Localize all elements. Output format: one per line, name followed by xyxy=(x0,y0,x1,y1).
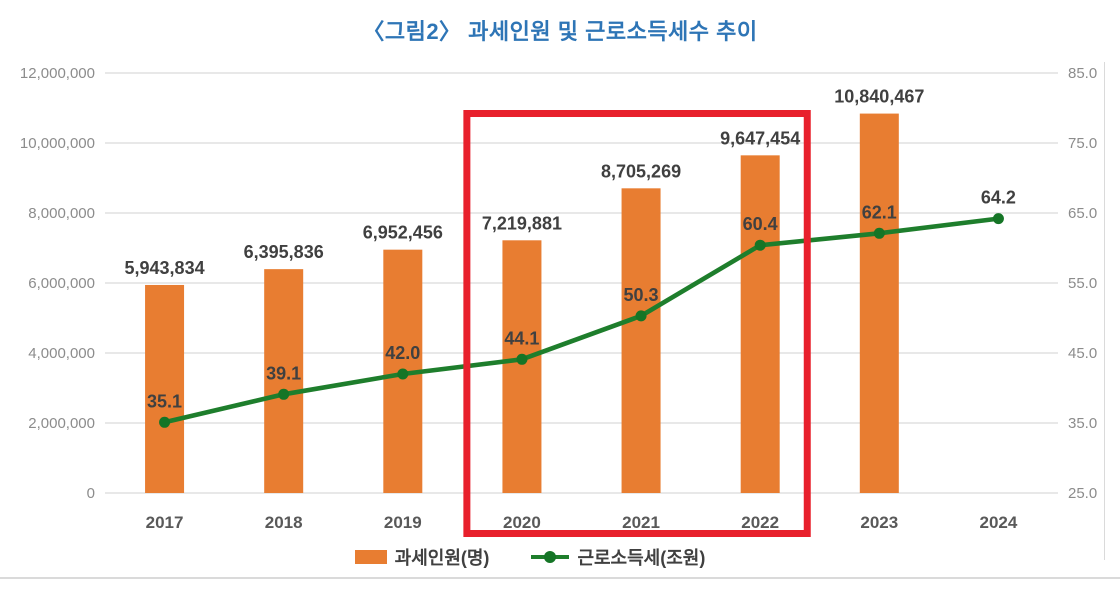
chart-legend: 과세인원(명) 근로소득세(조원) xyxy=(0,544,1060,570)
chart-title: 〈그림2〉 과세인원 및 근로소득세수 추이 xyxy=(362,19,758,44)
right-axis-tick-label: 55.0 xyxy=(1068,275,1097,292)
left-axis-tick-label: 4,000,000 xyxy=(28,345,95,362)
line-point-2019 xyxy=(397,368,409,380)
line-series-path xyxy=(162,216,1001,425)
bar-value-label-2020: 7,219,881 xyxy=(482,213,562,233)
bar-2022 xyxy=(740,155,780,493)
line-value-label-2017: 35.1 xyxy=(147,391,182,411)
line-point-2024 xyxy=(992,213,1004,225)
bar-2021 xyxy=(621,188,661,493)
legend-item-bar: 과세인원(명) xyxy=(354,544,490,570)
right-border xyxy=(1104,62,1105,560)
x-axis-label-2021: 2021 xyxy=(622,513,660,532)
legend-label-bar: 과세인원(명) xyxy=(394,548,490,568)
left-axis-tick-label: 10,000,000 xyxy=(20,135,95,152)
x-axis-label-2017: 2017 xyxy=(146,513,184,532)
line-point-2017 xyxy=(159,416,171,428)
left-axis-tick-label: 2,000,000 xyxy=(28,415,95,432)
line-point-2018 xyxy=(278,388,290,400)
line-value-label-2020: 44.1 xyxy=(504,328,539,348)
x-axis-label-2020: 2020 xyxy=(503,513,541,532)
line-point-2021 xyxy=(635,310,647,322)
legend-item-line: 근로소득세(조원) xyxy=(531,544,705,570)
right-axis-tick-label: 35.0 xyxy=(1068,415,1097,432)
line-series-swatch xyxy=(531,551,570,563)
bar-value-label-2018: 6,395,836 xyxy=(244,242,324,262)
highlight-box xyxy=(463,110,811,537)
right-axis-tick-label: 75.0 xyxy=(1068,135,1097,152)
legend-label-line: 근로소득세(조원) xyxy=(577,548,706,568)
left-axis-tick-label: 8,000,000 xyxy=(28,205,95,222)
x-axis-label-2024: 2024 xyxy=(980,513,1018,532)
bar-value-label-2023: 10,840,467 xyxy=(834,87,924,107)
line-value-label-2023: 62.1 xyxy=(862,202,897,222)
line-point-2023 xyxy=(873,227,885,239)
bar-2023 xyxy=(859,113,899,494)
bar-value-label-2017: 5,943,834 xyxy=(125,258,205,278)
left-axis-tick-label: 0 xyxy=(87,485,95,502)
right-axis-tick-label: 45.0 xyxy=(1068,345,1097,362)
left-axis-tick-label: 6,000,000 xyxy=(28,275,95,292)
bottom-border xyxy=(0,577,1120,579)
line-value-label-2021: 50.3 xyxy=(624,285,659,305)
bar-value-label-2019: 6,952,456 xyxy=(363,223,443,243)
line-point-2022 xyxy=(754,239,766,251)
bar-2020 xyxy=(502,240,542,493)
bar-series-swatch xyxy=(354,550,387,564)
x-axis-label-2018: 2018 xyxy=(265,513,303,532)
line-value-label-2024: 64.2 xyxy=(981,188,1016,208)
x-axis-label-2023: 2023 xyxy=(860,513,898,532)
right-axis-tick-label: 65.0 xyxy=(1068,205,1097,222)
bar-2017 xyxy=(145,284,185,493)
line-value-label-2022: 60.4 xyxy=(743,214,778,234)
line-point-2020 xyxy=(516,353,528,365)
right-axis-tick-label: 25.0 xyxy=(1068,485,1097,502)
bar-2018 xyxy=(264,269,304,493)
left-axis-tick-label: 12,000,000 xyxy=(20,65,95,82)
line-value-label-2018: 39.1 xyxy=(266,363,301,383)
line-value-label-2019: 42.0 xyxy=(385,343,420,363)
line-swatch-marker xyxy=(544,551,557,563)
bar-value-label-2021: 8,705,269 xyxy=(601,161,681,181)
x-axis-label-2022: 2022 xyxy=(741,513,779,532)
x-axis-label-2019: 2019 xyxy=(384,513,422,532)
right-axis-tick-label: 85.0 xyxy=(1068,65,1097,82)
bar-value-label-2022: 9,647,454 xyxy=(720,128,800,148)
